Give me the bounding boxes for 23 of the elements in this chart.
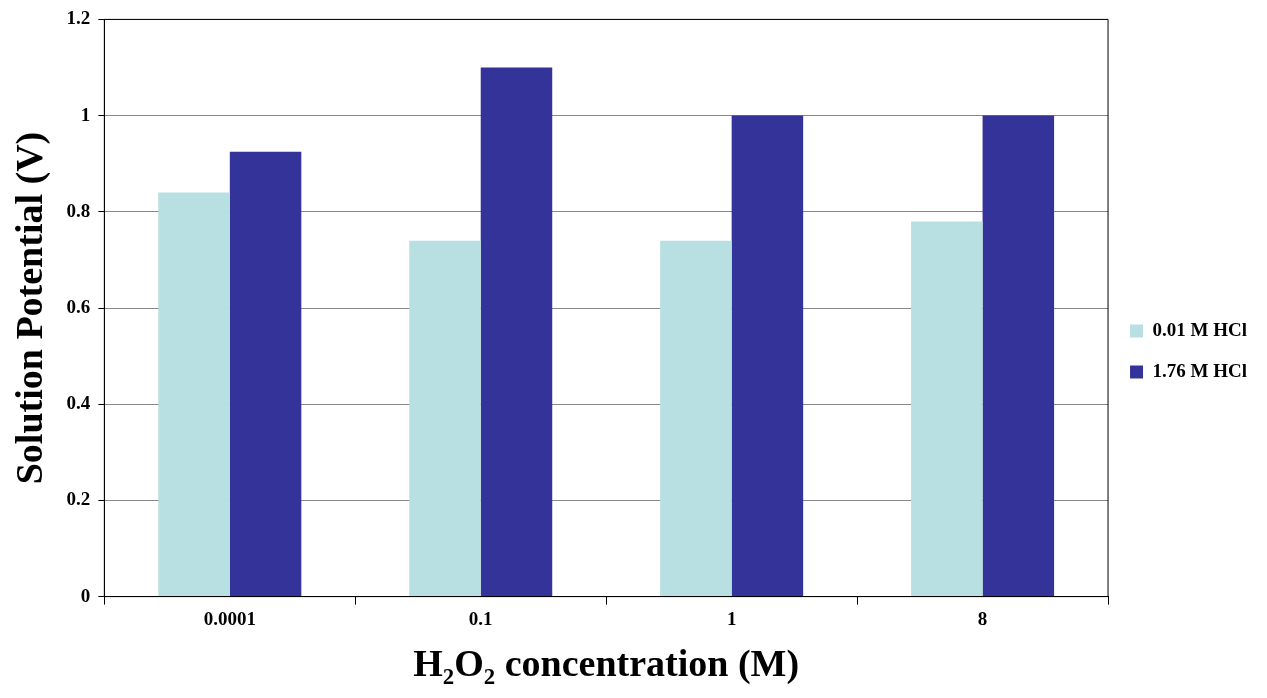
legend-label: 1.76 M HCl (1152, 359, 1248, 381)
x-axis-title: H₂O₂ concentration (M) (413, 642, 800, 686)
y-axis-title: Solution Potential (V) (7, 131, 51, 485)
x-tick-label: 0.1 (468, 607, 493, 629)
y-tick-label: 0.6 (66, 295, 91, 317)
bar (158, 192, 230, 597)
bar (229, 151, 302, 597)
x-tick-label: 1 (726, 607, 737, 629)
bar (911, 221, 983, 597)
bar (409, 240, 481, 597)
bar (660, 240, 732, 597)
bar (731, 115, 804, 597)
x-tick-label: 0.0001 (203, 607, 256, 629)
bar (480, 67, 553, 597)
y-tick-label: 0.4 (66, 392, 91, 414)
bar (982, 115, 1055, 597)
y-tick-label: 0.8 (66, 199, 91, 221)
x-tick-label: 8 (977, 607, 988, 629)
legend-label: 0.01 M HCl (1152, 318, 1248, 340)
y-tick-label: 1.2 (66, 7, 91, 29)
y-tick-label: 0 (80, 584, 91, 606)
y-tick-label: 0.2 (66, 488, 91, 510)
y-tick-label: 1 (80, 103, 91, 125)
